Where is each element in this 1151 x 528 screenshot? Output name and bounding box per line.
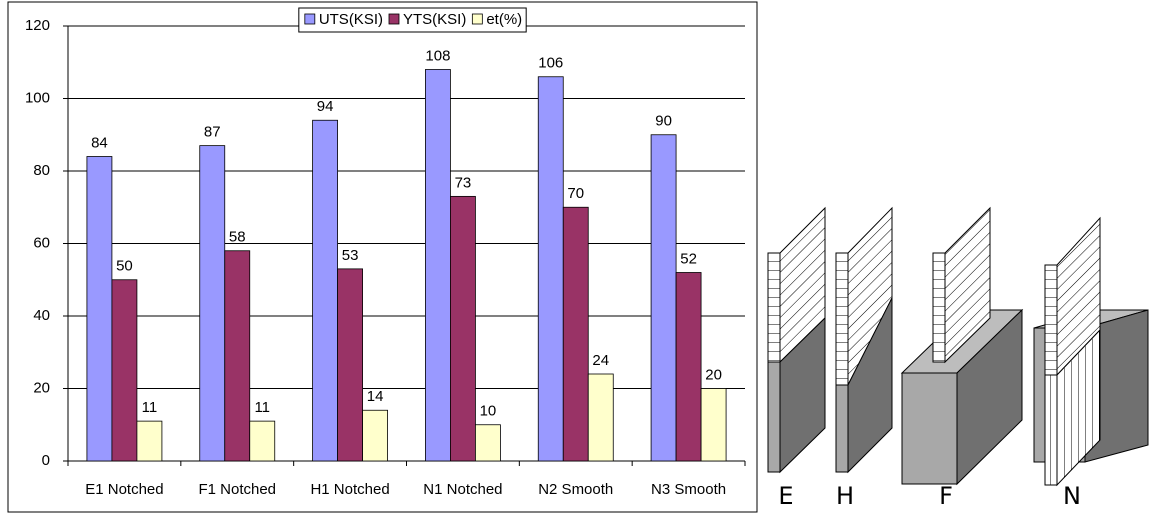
- bar: [312, 119, 338, 462]
- bar: [224, 250, 251, 462]
- x-tick-label: N1 Notched: [423, 481, 502, 498]
- bar: [587, 373, 614, 462]
- bar: [562, 206, 589, 462]
- value-label: 20: [705, 366, 722, 383]
- x-tick-label: H1 Notched: [310, 481, 389, 498]
- x-tick-label: N2 Smooth: [538, 481, 613, 498]
- y-tick-label: 40: [33, 307, 50, 324]
- value-label: 90: [655, 113, 672, 130]
- value-label: 58: [229, 229, 246, 246]
- bar: [199, 145, 226, 462]
- value-label: 11: [142, 399, 158, 416]
- value-label: 73: [455, 174, 472, 191]
- value-label: 106: [538, 55, 563, 72]
- y-tick-label: 20: [33, 379, 50, 396]
- value-label: 70: [567, 185, 584, 202]
- value-label: 87: [204, 124, 221, 141]
- value-label: 94: [317, 98, 334, 115]
- bar: [675, 272, 702, 462]
- legend-swatch: [304, 13, 316, 25]
- value-label: 52: [680, 250, 697, 267]
- y-tick-label: 100: [25, 89, 50, 106]
- value-label: 10: [480, 403, 497, 420]
- bar: [86, 156, 113, 462]
- y-tick-label: 60: [33, 234, 50, 251]
- value-label: 14: [367, 388, 384, 405]
- plot-area: 0 20 40 60 80 100 120 E1 Notched 84 50 11 F1 Notche…: [25, 7, 746, 498]
- diagram-label: N: [1063, 482, 1081, 510]
- value-label: 11: [254, 399, 270, 416]
- value-label: 84: [91, 134, 108, 151]
- diagram-label: F: [939, 482, 953, 510]
- x-tick-label: N3 Smooth: [651, 481, 726, 498]
- y-tick-label: 0: [42, 452, 50, 469]
- plate-edge: [1044, 264, 1058, 376]
- legend-label: et(%): [486, 11, 522, 28]
- legend-box: [298, 7, 527, 33]
- y-tick-label: 80: [33, 162, 50, 179]
- plate-edge-gray: [767, 361, 781, 473]
- bar: [136, 420, 163, 462]
- block-front: [901, 372, 958, 485]
- plate-edge: [932, 252, 946, 363]
- diagram-label: H: [836, 482, 854, 510]
- legend-label: YTS(KSI): [403, 11, 466, 28]
- bar: [650, 134, 677, 462]
- bar: [249, 420, 276, 462]
- legend-swatch: [388, 13, 400, 25]
- bar: [111, 279, 138, 462]
- bar: [537, 76, 564, 462]
- x-tick-label: E1 Notched: [85, 481, 163, 498]
- value-label: 24: [592, 352, 609, 369]
- diagram-label: E: [778, 482, 793, 510]
- value-label: 53: [342, 247, 359, 264]
- legend-swatch: [471, 13, 483, 25]
- legend-label: UTS(KSI): [319, 11, 383, 28]
- bar: [362, 409, 388, 462]
- legend: UTS(KSI) YTS(KSI) et(%): [298, 7, 527, 33]
- value-label: 108: [425, 47, 450, 64]
- plate-edge-lined: [1044, 374, 1058, 486]
- plate-edge: [767, 252, 781, 363]
- specimen-diagram: [767, 206, 1149, 487]
- plate-edge: [835, 252, 849, 386]
- x-tick-label: F1 Notched: [198, 481, 276, 498]
- y-tick-label: 120: [25, 17, 50, 34]
- bar: [425, 69, 451, 462]
- plate-edge-gray: [835, 384, 849, 473]
- value-label: 50: [116, 258, 133, 275]
- bar: [700, 388, 727, 462]
- bar: [337, 268, 363, 462]
- bar: [450, 195, 476, 462]
- bar: [475, 424, 501, 462]
